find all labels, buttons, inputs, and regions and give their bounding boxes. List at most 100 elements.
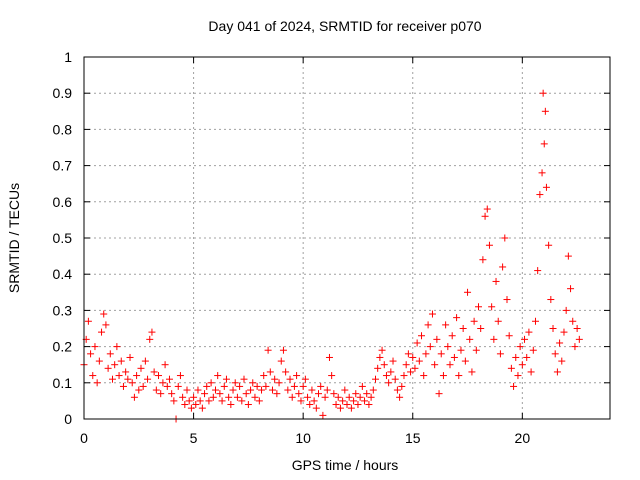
data-point	[91, 343, 99, 351]
y-tick-labels: 0 0.1 0.2 0.3 0.4 0.5 0.6 0.7 0.8 0.9 1	[53, 49, 73, 427]
data-point	[111, 361, 119, 369]
data-point	[258, 386, 266, 394]
data-point	[507, 364, 515, 372]
data-point	[126, 353, 134, 361]
data-point	[336, 404, 344, 412]
data-point	[119, 382, 127, 390]
data-point	[212, 386, 219, 394]
y-tick-label: 0.9	[53, 85, 73, 101]
data-point	[531, 317, 539, 325]
data-point	[104, 364, 112, 372]
data-point	[437, 350, 445, 358]
data-point	[319, 411, 327, 419]
data-point	[415, 357, 423, 365]
data-point	[137, 364, 145, 372]
data-point	[205, 397, 213, 405]
data-point	[448, 332, 456, 340]
data-point	[293, 372, 301, 380]
data-point	[220, 382, 228, 390]
data-point	[328, 372, 336, 380]
data-point	[218, 397, 226, 405]
data-point	[387, 368, 395, 376]
data-point	[545, 241, 553, 249]
data-point	[389, 357, 397, 365]
data-point	[525, 328, 533, 336]
data-point	[108, 375, 116, 383]
y-tick-label: 0.8	[53, 121, 73, 137]
data-point	[433, 335, 441, 343]
data-point	[150, 368, 158, 376]
x-tick-label: 0	[80, 430, 88, 446]
x-axis-label: GPS time / hours	[292, 457, 399, 473]
data-point	[273, 390, 281, 398]
data-point	[222, 375, 230, 383]
x-tick-label: 20	[515, 430, 531, 446]
data-point	[481, 212, 489, 220]
data-point	[347, 404, 355, 412]
data-point	[435, 390, 443, 398]
chart-title: Day 041 of 2024, SRMTID for receiver p07…	[208, 18, 481, 34]
data-point	[207, 379, 215, 387]
data-point	[179, 393, 187, 401]
data-point	[332, 401, 340, 409]
data-point	[214, 372, 222, 380]
data-point	[367, 393, 375, 401]
data-point	[450, 353, 458, 361]
data-point	[170, 397, 178, 405]
data-point	[135, 386, 143, 394]
data-point	[446, 361, 454, 369]
data-point	[363, 390, 371, 398]
data-point	[352, 390, 360, 398]
data-point	[100, 310, 108, 318]
data-point	[428, 310, 436, 318]
data-point	[396, 393, 404, 401]
data-point	[124, 375, 132, 383]
data-point	[358, 382, 366, 390]
y-tick-label: 0.4	[53, 266, 73, 282]
data-point	[553, 368, 561, 376]
data-point	[466, 335, 474, 343]
data-point	[159, 379, 167, 387]
y-tick-label: 0	[64, 411, 72, 427]
data-point	[198, 404, 206, 412]
data-point	[514, 372, 522, 380]
data-point	[536, 191, 544, 199]
data-point	[240, 375, 248, 383]
y-tick-label: 0.2	[53, 339, 73, 355]
data-point	[225, 393, 233, 401]
data-point	[490, 335, 498, 343]
data-point	[95, 357, 103, 365]
data-point	[306, 401, 314, 409]
data-point	[407, 368, 415, 376]
data-point	[418, 332, 426, 340]
data-point	[341, 386, 349, 394]
data-point	[113, 343, 121, 351]
data-point	[176, 372, 184, 380]
data-point	[391, 375, 399, 383]
x-tick-label: 10	[295, 430, 311, 446]
data-point	[152, 386, 160, 394]
data-point	[249, 379, 257, 387]
y-tick-label: 0.6	[53, 194, 73, 210]
data-point	[286, 375, 294, 383]
data-point	[244, 401, 252, 409]
data-point	[146, 335, 154, 343]
data-point	[534, 267, 542, 275]
data-point	[575, 335, 583, 343]
data-point	[282, 368, 290, 376]
data-point	[547, 296, 555, 304]
data-point	[130, 393, 138, 401]
data-point	[538, 169, 546, 177]
data-point	[308, 386, 316, 394]
data-point	[385, 379, 393, 387]
data-point	[472, 346, 480, 354]
data-point	[556, 339, 564, 347]
y-tick-label: 0.5	[53, 230, 73, 246]
data-point	[139, 382, 147, 390]
data-point	[115, 372, 123, 380]
data-point	[190, 393, 198, 401]
data-point	[560, 328, 568, 336]
data-point	[163, 382, 171, 390]
data-point	[492, 277, 500, 285]
